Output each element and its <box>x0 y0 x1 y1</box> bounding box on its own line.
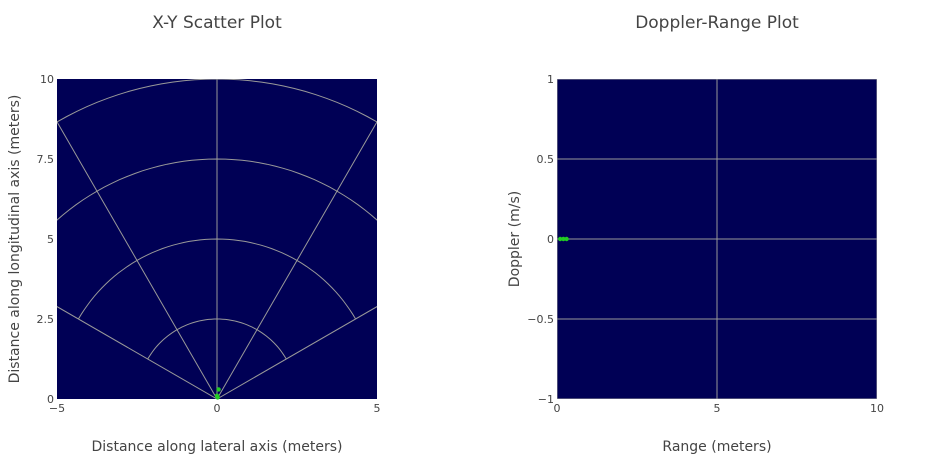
xy-y-tick-label: 2.5 <box>37 313 55 326</box>
xy-azimuth-line-3 <box>216 120 377 399</box>
xy-y-tick-label: 7.5 <box>37 153 55 166</box>
xy-y-axis-label: Distance along longitudinal axis (meters… <box>7 95 23 384</box>
xy-plot-title: X-Y Scatter Plot <box>152 13 282 33</box>
xy-x-tick-label: 0 <box>214 402 221 415</box>
doppler-y-tick-label: 1 <box>547 73 554 86</box>
xy-data-point-0-2 <box>215 395 220 400</box>
doppler-y-axis-label: Doppler (m/s) <box>507 191 523 287</box>
doppler-x-tick-label: 0 <box>554 402 561 415</box>
doppler-x-tick-label: 10 <box>870 402 884 415</box>
doppler-y-tick-label: 0 <box>547 233 554 246</box>
xy-x-tick-label: −5 <box>49 402 65 415</box>
doppler-y-tick-label: −0.5 <box>527 313 554 326</box>
doppler-data-point-0-1 <box>561 236 566 242</box>
doppler-y-tick-label: 0.5 <box>537 153 555 166</box>
doppler-y-tick-label: −1 <box>538 393 554 406</box>
doppler-plot-area <box>557 79 877 399</box>
doppler-x-axis-label: Range (meters) <box>662 439 771 455</box>
doppler-plot-title: Doppler-Range Plot <box>635 13 799 33</box>
xy-x-tick-label: 5 <box>374 402 381 415</box>
doppler-data-point-0-2 <box>564 236 569 242</box>
xy-azimuth-line-1 <box>57 120 218 399</box>
doppler-x-tick-label: 5 <box>714 402 721 415</box>
xy-y-tick-label: 0 <box>47 393 54 406</box>
xy-data-point-0-0 <box>216 387 221 392</box>
xy-y-tick-label: 5 <box>47 233 54 246</box>
xy-plot-area <box>57 79 377 399</box>
xy-x-axis-label: Distance along lateral axis (meters) <box>92 439 343 455</box>
xy-azimuth-line-0 <box>57 306 218 399</box>
xy-y-tick-label: 10 <box>40 73 54 86</box>
xy-azimuth-line-4 <box>216 306 377 399</box>
doppler-data-point-0-0 <box>558 236 563 242</box>
